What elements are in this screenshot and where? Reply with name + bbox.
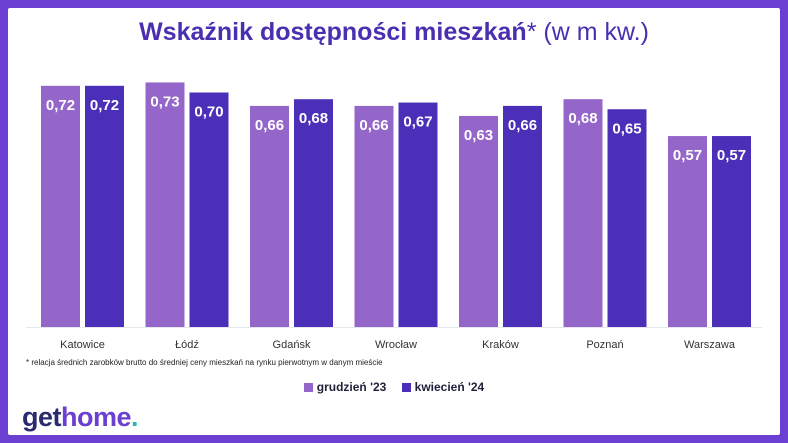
category-label-gdańsk: Gdańsk	[273, 339, 311, 351]
legend-swatch-2	[401, 383, 411, 392]
category-label-kraków: Kraków	[482, 339, 519, 351]
bar-katowice-series1	[41, 85, 80, 327]
logo-get: get	[22, 402, 62, 432]
category-label-poznań: Poznań	[586, 339, 623, 351]
category-label-warszawa: Warszawa	[684, 339, 736, 351]
data-label-gdańsk-series2: 0,68	[299, 110, 328, 127]
bar-wrocław-series1	[354, 105, 394, 328]
legend-item-1: grudzień '23	[303, 380, 387, 394]
legend: grudzień '23 kwiecień '24	[0, 380, 788, 394]
logo-dot: .	[131, 402, 139, 432]
bar-wrocław-series2	[398, 102, 438, 327]
bar-łódź-series2	[189, 92, 229, 327]
data-label-warszawa-series1: 0,57	[673, 147, 702, 164]
data-label-warszawa-series2: 0,57	[717, 147, 746, 164]
bar-poznań-series1	[563, 99, 603, 327]
footnote: * relacja średnich zarobków brutto do śr…	[26, 358, 383, 367]
data-label-łódź-series2: 0,70	[194, 104, 223, 121]
bar-kraków-series1	[459, 115, 498, 327]
bar-gdańsk-series1	[250, 105, 289, 328]
legend-item-2: kwiecień '24	[401, 380, 485, 394]
data-label-katowice-series2: 0,72	[90, 97, 119, 114]
data-label-wrocław-series2: 0,67	[403, 114, 432, 131]
logo-home: home	[61, 402, 132, 432]
data-label-gdańsk-series1: 0,66	[255, 117, 284, 134]
legend-label-1: grudzień '23	[316, 380, 387, 394]
data-label-wrocław-series1: 0,66	[359, 117, 388, 134]
category-label-łódź: Łódź	[175, 339, 199, 351]
data-label-kraków-series2: 0,66	[508, 117, 537, 134]
bar-katowice-series2	[85, 85, 124, 327]
bar-poznań-series2	[607, 109, 647, 327]
chart-card	[8, 8, 780, 435]
gethome-logo: gethome.	[22, 402, 139, 433]
chart-title: Wskaźnik dostępności mieszkań* (w m kw.)	[0, 16, 788, 48]
category-label-katowice: Katowice	[60, 339, 105, 351]
bar-warszawa-series2	[712, 136, 751, 327]
bar-kraków-series2	[503, 105, 542, 328]
data-label-poznań-series1: 0,68	[568, 110, 597, 127]
title-suffix: * (w m kw.)	[526, 18, 649, 46]
data-label-poznań-series2: 0,65	[612, 120, 641, 137]
title-main: Wskaźnik dostępności mieszkań	[139, 18, 527, 46]
legend-swatch-1	[303, 383, 313, 392]
bar-warszawa-series1	[668, 136, 707, 327]
legend-label-2: kwiecień '24	[414, 380, 485, 394]
data-label-katowice-series1: 0,72	[46, 97, 75, 114]
data-label-kraków-series1: 0,63	[464, 127, 493, 144]
category-label-wrocław: Wrocław	[375, 339, 417, 351]
data-label-łódź-series1: 0,73	[150, 93, 179, 110]
bar-gdańsk-series2	[294, 99, 333, 327]
bar-łódź-series1	[145, 82, 185, 327]
